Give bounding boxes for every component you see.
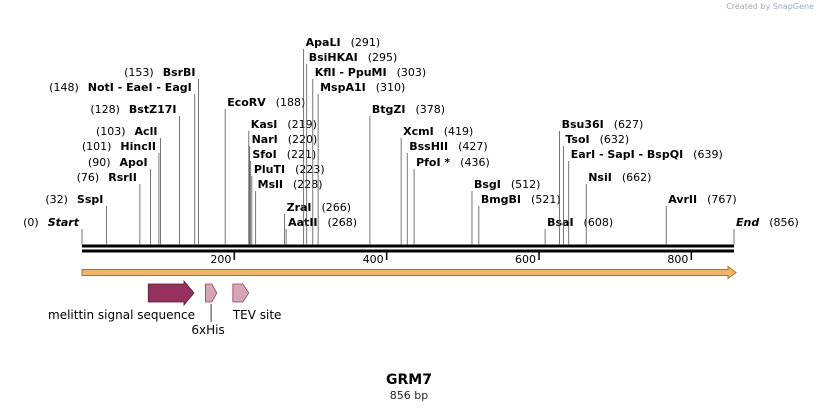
ruler-tick-label: 800 (667, 253, 688, 266)
site-name-tsoi[interactable]: TsoI (565, 133, 589, 146)
site-position-nsii: (662) (622, 171, 652, 184)
site-name-aatii[interactable]: AatII (288, 216, 317, 229)
site-name-eari-sapi-bspqi[interactable]: EarI - SapI - BspQI (571, 148, 683, 161)
site-name-zrai[interactable]: ZraI (287, 201, 312, 214)
site-name-bstz17i[interactable]: BstZ17I (129, 103, 177, 116)
feature-label-6xhis[interactable]: 6xHis (191, 323, 224, 337)
site-name-pfoi[interactable]: PfoI * (416, 156, 450, 169)
site-name-acli[interactable]: AclI (135, 125, 158, 138)
site-name-kasi[interactable]: KasI (251, 118, 278, 131)
ruler-tick-label: 600 (515, 253, 536, 266)
site-name-bsu36i[interactable]: Bsu36I (562, 118, 604, 131)
site-name-mspa1i[interactable]: MspA1I (320, 81, 366, 94)
site-position-kasi: (219) (287, 118, 317, 131)
site-name-apali[interactable]: ApaLI (306, 36, 341, 49)
ruler-tick-label: 400 (363, 253, 384, 266)
site-position-eari-sapi-bspqi: (639) (693, 148, 723, 161)
site-name-ecorv[interactable]: EcoRV (227, 96, 266, 109)
site-position-sfoi: (221) (287, 148, 317, 161)
site-position-noti-eaei-eagi: (148) (49, 81, 79, 94)
site-name-kfli-ppumi[interactable]: KflI - PpuMI (315, 66, 387, 79)
sequence-length: 856 bp (389, 389, 429, 402)
feature-arrow-melittin-signal-sequence[interactable] (147, 279, 195, 307)
sequence-name: GRM7 (386, 372, 432, 388)
site-name-bsshii[interactable]: BssHII (409, 140, 448, 153)
site-position-zrai: (266) (322, 201, 352, 214)
site-position-apoi: (90) (88, 156, 111, 169)
site-position-acli: (103) (96, 125, 126, 138)
site-position-bsrbi: (153) (124, 66, 154, 79)
feature-arrow-tev-site[interactable] (232, 283, 250, 303)
site-name-bmgbi[interactable]: BmgBI (481, 193, 521, 206)
feature-label-tev-site[interactable]: TEV site (232, 308, 282, 322)
site-name-avrii[interactable]: AvrII (668, 193, 697, 206)
site-position-xcmi: (419) (444, 125, 474, 138)
site-name-pluti[interactable]: PluTI (254, 163, 285, 176)
site-position-sspi: (32) (45, 193, 68, 206)
ruler-tick-label: 200 (210, 253, 231, 266)
site-position-msli: (228) (293, 178, 323, 191)
site-position-nari: (220) (288, 133, 318, 146)
snapgene-credit: Created by SnapGene (726, 2, 814, 11)
site-position-rsrii: (76) (77, 171, 100, 184)
site-position-aatii: (268) (328, 216, 358, 229)
site-name-hincii[interactable]: HincII (120, 140, 156, 153)
site-name-sspi[interactable]: SspI (77, 193, 103, 206)
site-name-end[interactable]: End (736, 216, 759, 229)
feature-label-melittin-signal-sequence[interactable]: melittin signal sequence (48, 308, 195, 322)
site-position-end: (856) (769, 216, 799, 229)
credit-prefix: Created by (726, 2, 771, 11)
site-name-btgzi[interactable]: BtgZI (372, 103, 406, 116)
site-position-ecorv: (188) (276, 96, 306, 109)
site-name-sfoi[interactable]: SfoI (252, 148, 276, 161)
site-position-btgzi: (378) (416, 103, 446, 116)
site-position-bsgi: (512) (511, 178, 541, 191)
site-position-kfli-ppumi: (303) (397, 66, 427, 79)
feature-arrow-6xhis[interactable] (204, 283, 218, 303)
site-position-bsihkai: (295) (368, 51, 398, 64)
site-position-bstz17i: (128) (90, 103, 120, 116)
site-position-bsshii: (427) (458, 140, 488, 153)
site-name-bsrbi[interactable]: BsrBI (163, 66, 196, 79)
site-position-start: (0) (23, 216, 39, 229)
site-name-start[interactable]: Start (48, 216, 80, 229)
site-position-hincii: (101) (82, 140, 112, 153)
site-position-apali: (291) (351, 36, 381, 49)
site-position-tsoi: (632) (600, 133, 630, 146)
site-name-bsihkai[interactable]: BsiHKAI (309, 51, 358, 64)
credit-brand: SnapGene (772, 2, 814, 11)
site-name-bsgi[interactable]: BsgI (474, 178, 501, 191)
site-name-msli[interactable]: MslI (258, 178, 283, 191)
forward-strand-arrow (81, 265, 737, 280)
site-name-noti-eaei-eagi[interactable]: NotI - EaeI - EagI (88, 81, 192, 94)
site-position-bmgbi: (521) (531, 193, 561, 206)
site-position-bsu36i: (627) (614, 118, 644, 131)
site-position-pfoi: (436) (460, 156, 490, 169)
site-name-rsrii[interactable]: RsrII (108, 171, 137, 184)
site-name-apoi[interactable]: ApoI (120, 156, 148, 169)
site-name-nari[interactable]: NarI (252, 133, 278, 146)
site-position-avrii: (767) (707, 193, 737, 206)
site-position-pluti: (223) (295, 163, 325, 176)
site-position-mspa1i: (310) (376, 81, 406, 94)
site-name-xcmi[interactable]: XcmI (403, 125, 434, 138)
site-name-nsii[interactable]: NsiI (588, 171, 612, 184)
site-position-bsai: (608) (584, 216, 614, 229)
site-name-bsai[interactable]: BsaI (547, 216, 573, 229)
